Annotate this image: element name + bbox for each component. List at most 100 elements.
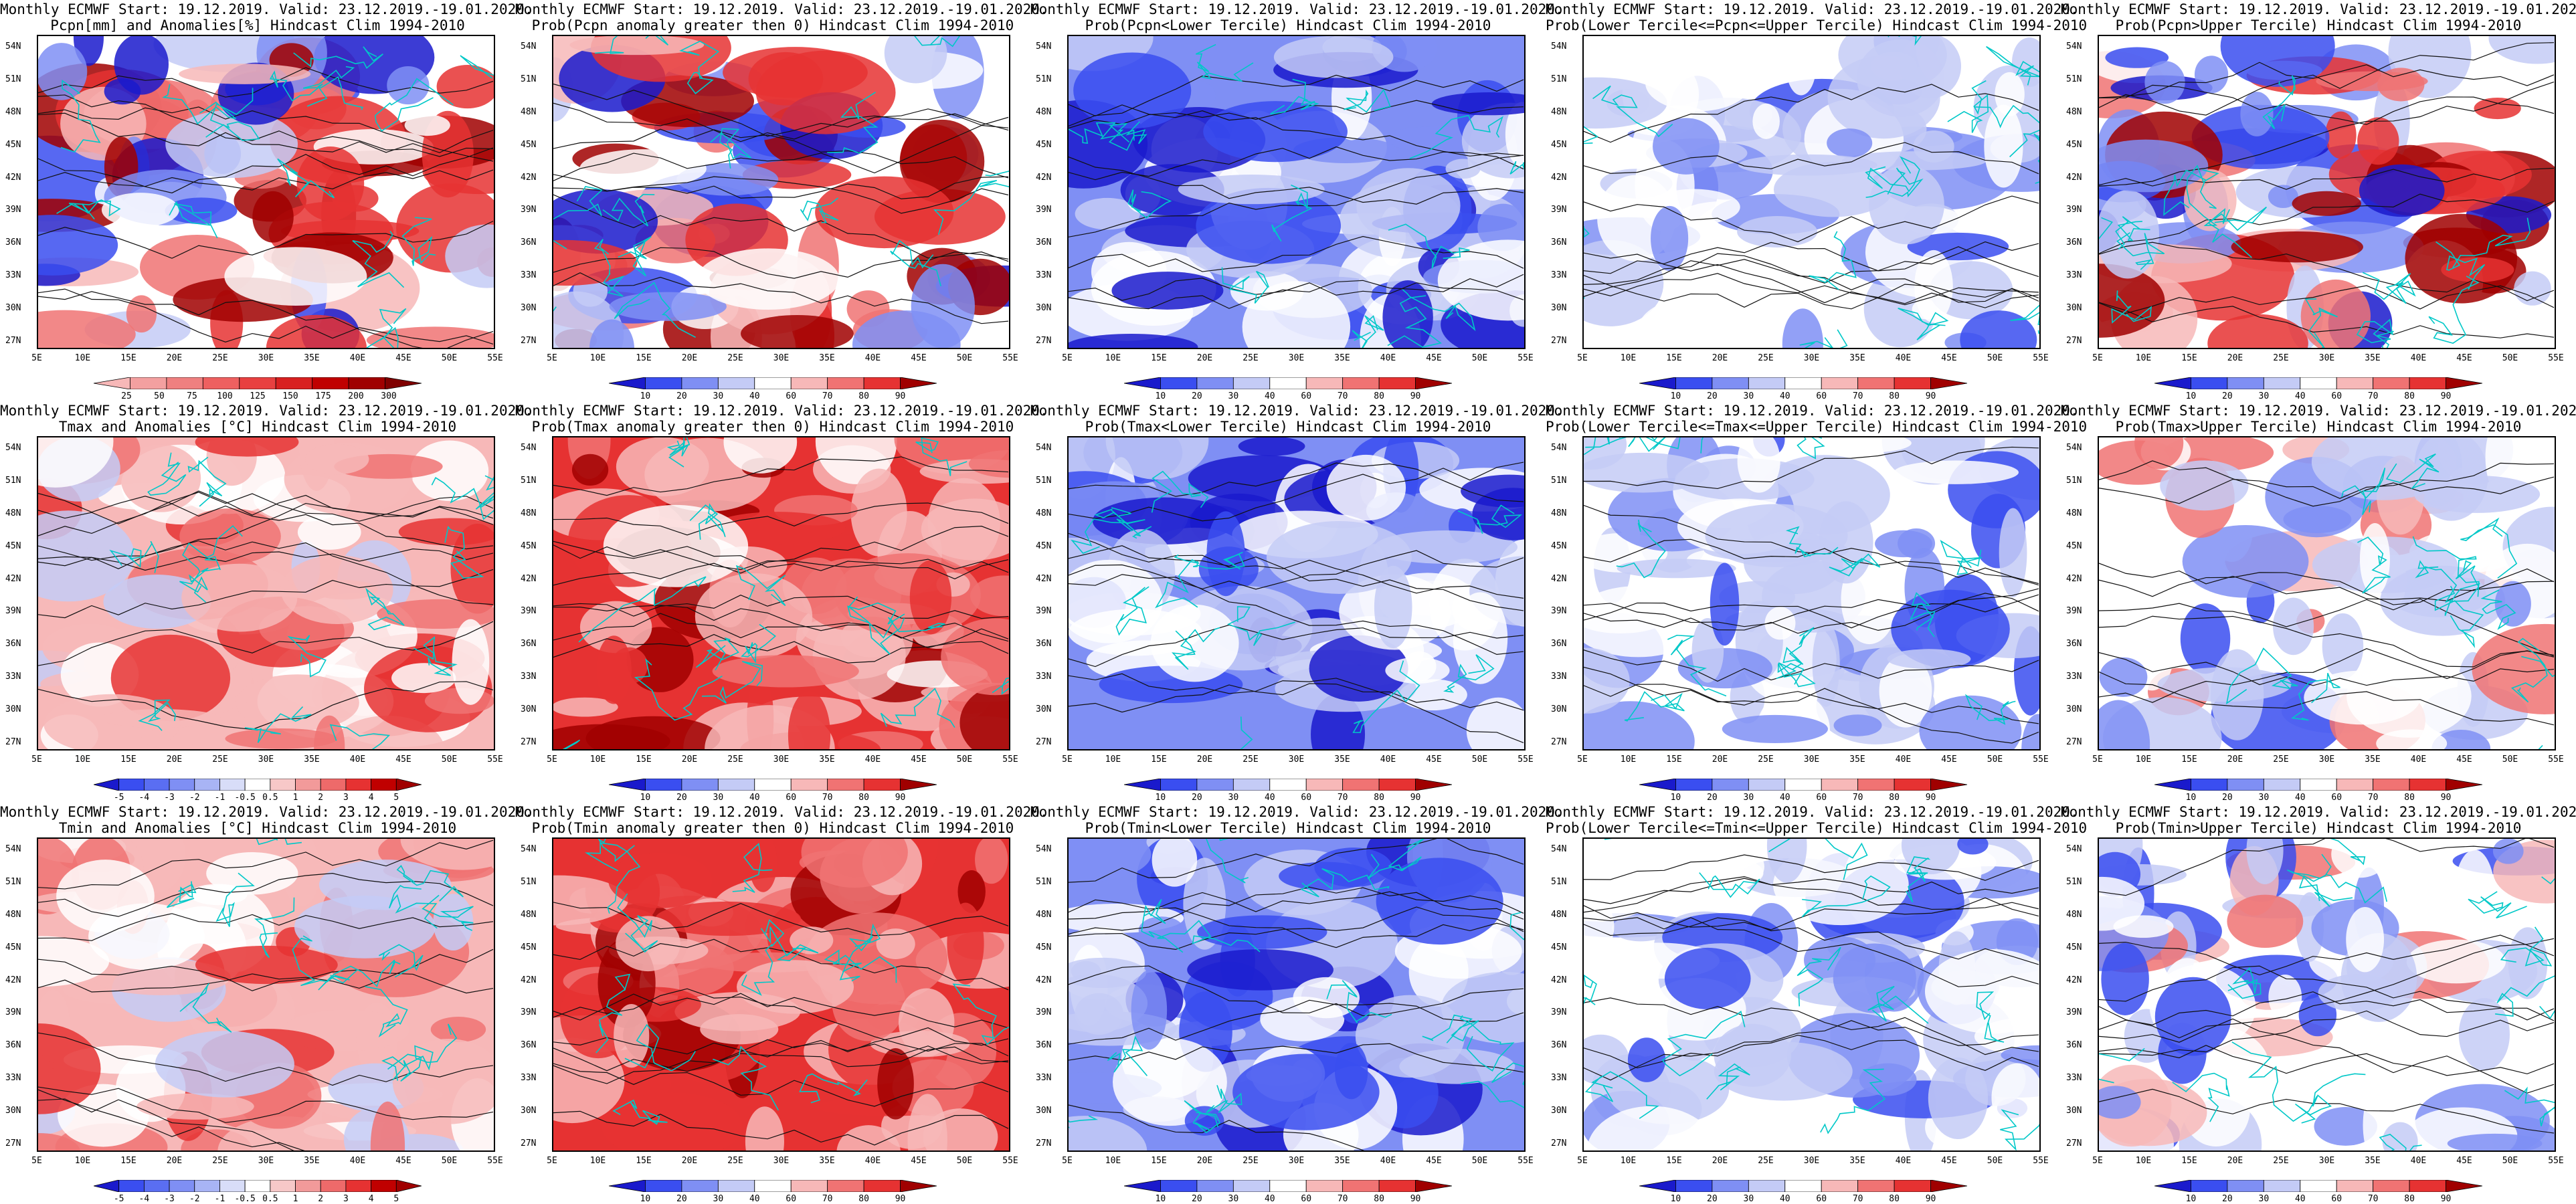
field-patch	[2357, 117, 2399, 165]
lon-tick-label: 35E	[2365, 755, 2381, 765]
colorbar-label: 10	[2185, 793, 2197, 803]
contour-line	[1584, 1020, 2039, 1081]
lat-tick-label: 54N	[1036, 443, 1052, 453]
contour-line	[1069, 886, 1524, 934]
field-patch	[970, 575, 1009, 617]
colorbar-swatch	[1196, 1180, 1234, 1192]
forecast-map	[552, 35, 1010, 349]
colorbar-swatch	[2263, 779, 2301, 791]
contour-line	[1069, 673, 1524, 744]
field-patch	[38, 510, 134, 602]
colorbar-swatch	[1675, 377, 1713, 389]
colorbar-swatch	[320, 1180, 347, 1192]
lat-tick-label: 45N	[1551, 139, 1567, 150]
field-patch	[1584, 701, 1695, 749]
colorbar-swatch	[1378, 1180, 1416, 1192]
colorbar-swatch	[1748, 1180, 1786, 1192]
colorbar-label: 60	[1301, 1194, 1312, 1204]
field-patch	[38, 43, 88, 100]
colorbar-swatch	[1160, 779, 1198, 791]
coastline-border	[1343, 88, 1391, 113]
field-patch	[38, 215, 118, 276]
colorbar-label: 30	[713, 1194, 724, 1204]
field-patch	[1638, 294, 1782, 348]
lon-tick-label: 10E	[1105, 1156, 1121, 1166]
lat-tick-label: 33N	[5, 1073, 21, 1084]
colorbar-label: 30	[2258, 1194, 2270, 1204]
colorbar-swatch	[1196, 779, 1234, 791]
colorbar-label: 40	[1264, 391, 1275, 401]
colorbar-label: 20	[1707, 793, 1718, 803]
map-panel: Monthly ECMWF Start: 19.12.2019. Valid: …	[1030, 401, 1564, 803]
colorbar-swatch	[1124, 1180, 1161, 1192]
colorbar-label: 200	[348, 391, 364, 401]
panel-title-line1: Monthly ECMWF Start: 19.12.2019. Valid: …	[1030, 1, 1564, 17]
colorbar-label: 125	[250, 391, 266, 401]
coastline-border	[1460, 1062, 1524, 1108]
lon-tick-label: 20E	[1712, 755, 1728, 765]
contour-line	[1584, 195, 2039, 243]
lon-tick-label: 45E	[1941, 755, 1957, 765]
field-patch	[2304, 670, 2421, 725]
contour-line	[2099, 671, 2555, 726]
colorbar-swatch	[1305, 779, 1344, 791]
field-patch	[1612, 915, 1670, 942]
colorbar-label: 40	[2294, 391, 2306, 401]
contour-line	[38, 621, 494, 666]
lon-tick-label: 30E	[258, 353, 274, 363]
colorbar-swatch	[2227, 1180, 2264, 1192]
forecast-map	[37, 436, 495, 750]
colorbar	[2154, 377, 2482, 389]
colorbar-swatch	[1784, 377, 1822, 389]
colorbar-swatch	[166, 377, 203, 389]
contour-line	[2099, 460, 2555, 507]
contour-line	[38, 839, 494, 890]
lat-tick-label: 42N	[1551, 975, 1567, 985]
coastline-border	[1964, 694, 2016, 725]
field-patch	[2160, 460, 2249, 511]
coastline-border	[1157, 920, 1261, 952]
lon-tick-label: 25E	[727, 353, 743, 363]
coastline-border	[1820, 1068, 1886, 1134]
coastline-border	[292, 935, 350, 987]
coastline-border	[2231, 1041, 2318, 1122]
contour-line	[38, 1086, 494, 1123]
field-patch	[1441, 972, 1524, 1044]
coastline-border	[2000, 1109, 2039, 1150]
lat-tick-label: 54N	[2066, 443, 2082, 453]
field-patch	[206, 852, 298, 895]
colorbar-swatch	[2373, 1180, 2410, 1192]
colorbar-swatch	[194, 1180, 220, 1192]
lon-tick-label: 50E	[2502, 353, 2518, 363]
lat-tick-label: 39N	[1551, 205, 1567, 215]
lat-tick-label: 54N	[1036, 844, 1052, 854]
colorbar-label: -1	[214, 1194, 225, 1204]
field-patch	[788, 690, 831, 749]
lat-tick-label: 42N	[521, 172, 537, 183]
coastline-border	[760, 926, 819, 962]
colorbar-label: 80	[2404, 1194, 2415, 1204]
colorbar-swatch	[1675, 779, 1713, 791]
coastline-border	[594, 36, 669, 54]
coastline-border	[1141, 899, 1184, 953]
coastline-border	[244, 706, 312, 743]
map-panel: Monthly ECMWF Start: 19.12.2019. Valid: …	[2061, 401, 2576, 803]
colorbar-swatch	[1342, 779, 1380, 791]
field-patch	[1653, 118, 1720, 175]
field-patch	[1196, 187, 1341, 264]
lon-tick-label: 30E	[258, 1156, 274, 1166]
contour-line	[1069, 100, 1524, 129]
coastline-border	[302, 66, 364, 110]
field-patch	[815, 176, 954, 249]
colorbar-swatch	[2446, 779, 2482, 791]
panel-title-line1: Monthly ECMWF Start: 19.12.2019. Valid: …	[1030, 804, 1564, 820]
colorbar-swatch	[1232, 1180, 1271, 1192]
colorbar-label: 1	[292, 1194, 298, 1204]
contour-line	[1069, 965, 1524, 1017]
colorbar-swatch	[295, 779, 321, 791]
contour-line	[1584, 917, 2039, 965]
field-patch	[737, 960, 854, 1014]
lon-tick-label: 15E	[636, 755, 652, 765]
field-patch	[400, 839, 494, 870]
field-patch	[1279, 862, 1373, 890]
